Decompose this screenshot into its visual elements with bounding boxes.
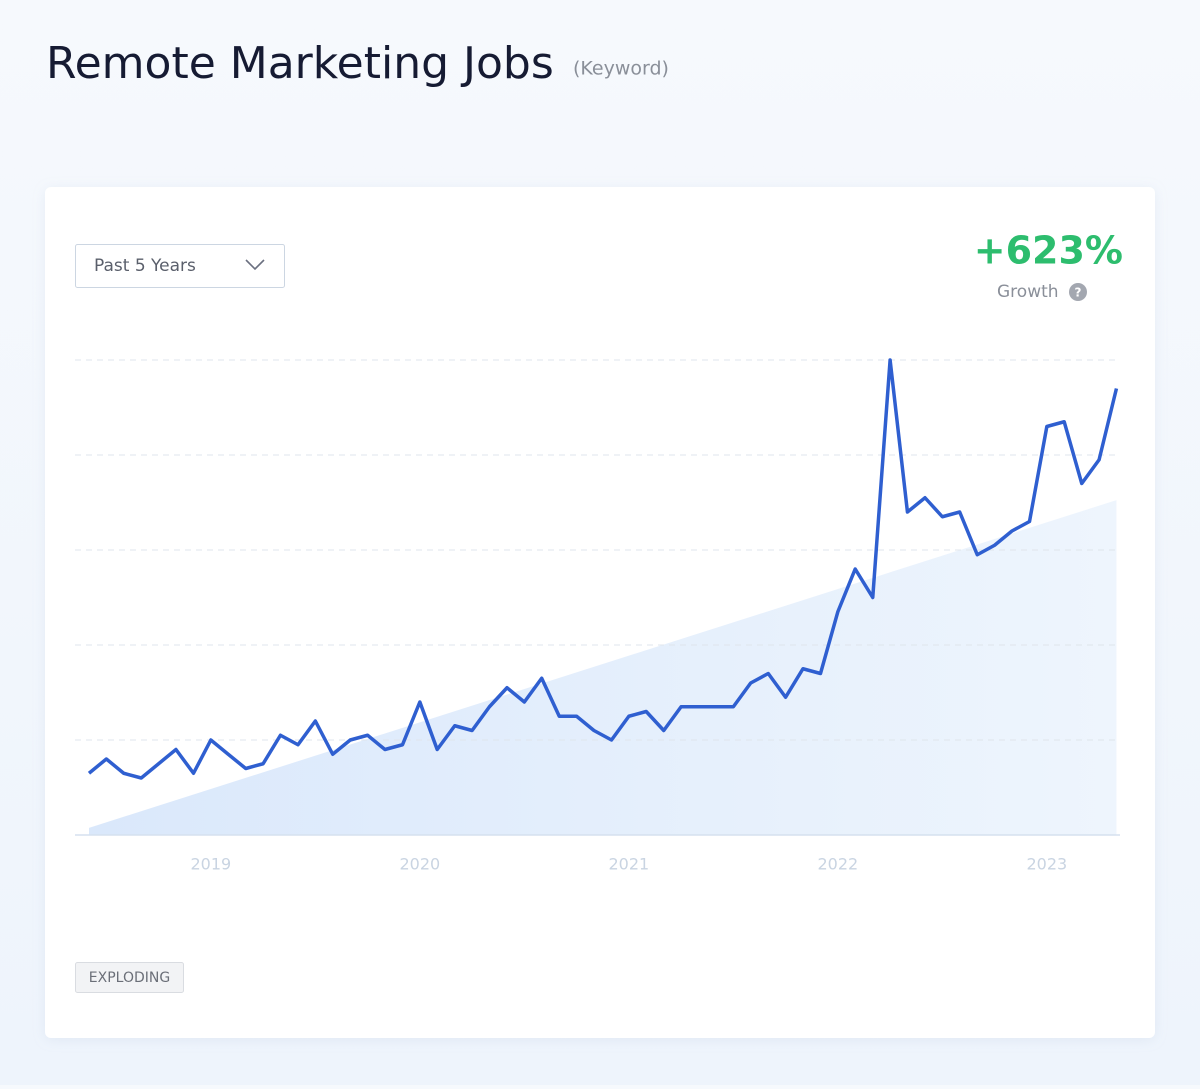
- range-dropdown[interactable]: Past 5 Years: [75, 244, 285, 288]
- keyword-tag: (Keyword): [573, 58, 669, 80]
- growth-value: +623%: [974, 229, 1123, 273]
- dropdown-box[interactable]: [75, 244, 285, 288]
- chevron[interactable]: [245, 259, 265, 271]
- help-icon[interactable]: ?: [1069, 283, 1087, 301]
- dropdown-label[interactable]: Past 5 Years: [94, 256, 196, 276]
- page-title: Remote Marketing Jobs: [46, 38, 554, 89]
- badge-box: [75, 962, 184, 993]
- plot: 2019 2020 2021 2022 2023: [75, 358, 1120, 874]
- help-mark[interactable]: ?: [1075, 286, 1082, 300]
- x-tick-label: 2021: [608, 855, 649, 874]
- x-tick-label: 2019: [190, 855, 231, 874]
- help-circle[interactable]: [1069, 283, 1087, 301]
- x-tick-label: 2022: [817, 855, 858, 874]
- x-tick-label: 2023: [1026, 855, 1067, 874]
- x-tick-label: 2020: [399, 855, 440, 874]
- trend-line: [87, 358, 1119, 780]
- growth-label: Growth: [997, 282, 1059, 302]
- trend-area: [89, 500, 1117, 835]
- badge: EXPLODING: [89, 970, 170, 986]
